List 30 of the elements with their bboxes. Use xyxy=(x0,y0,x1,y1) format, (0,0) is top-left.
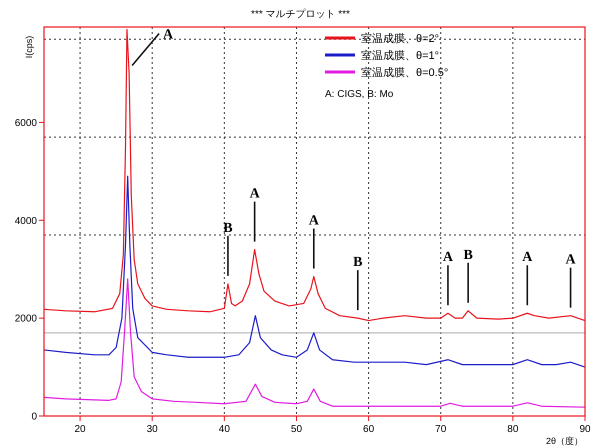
x-tick-label: 70 xyxy=(435,424,447,435)
annotation: A xyxy=(566,252,577,268)
annotation: B xyxy=(463,248,473,263)
y-tick-label: 0 xyxy=(31,412,38,422)
annotation: A: CIGS, B: Mo xyxy=(325,89,394,100)
x-tick-label: 30 xyxy=(146,424,158,435)
annotation: A xyxy=(250,186,261,202)
annotation: A xyxy=(522,250,534,266)
y-tick-label: 4000 xyxy=(14,216,38,227)
y-axis-title: I(cps) xyxy=(24,36,34,58)
x-tick-label: 60 xyxy=(363,424,375,435)
y-tick-label: 2000 xyxy=(14,314,38,325)
x-tick-label: 90 xyxy=(579,424,591,435)
x-tick-label: 40 xyxy=(218,424,230,435)
x-tick-label: 50 xyxy=(290,424,302,435)
y-tick-label: 6000 xyxy=(14,118,38,129)
annotation: A xyxy=(442,250,454,266)
chart-title: *** マルチプロット *** xyxy=(251,8,350,20)
annotation: A xyxy=(163,27,174,42)
x-axis-title: 2θ（度） xyxy=(546,436,583,446)
x-tick-label: 20 xyxy=(74,424,86,435)
x-tick-label: 80 xyxy=(507,424,519,435)
annotation: A xyxy=(308,214,320,229)
line-series xyxy=(43,278,586,408)
line-series xyxy=(43,176,586,368)
legend-label: 室温成膜、θ=0.5° xyxy=(361,66,448,79)
legend-label: 室温成膜、θ=1° xyxy=(361,49,440,62)
annotation: B xyxy=(353,255,362,270)
legend-label: 室温成膜、θ=2° xyxy=(361,32,440,45)
annotation: B xyxy=(223,220,233,236)
